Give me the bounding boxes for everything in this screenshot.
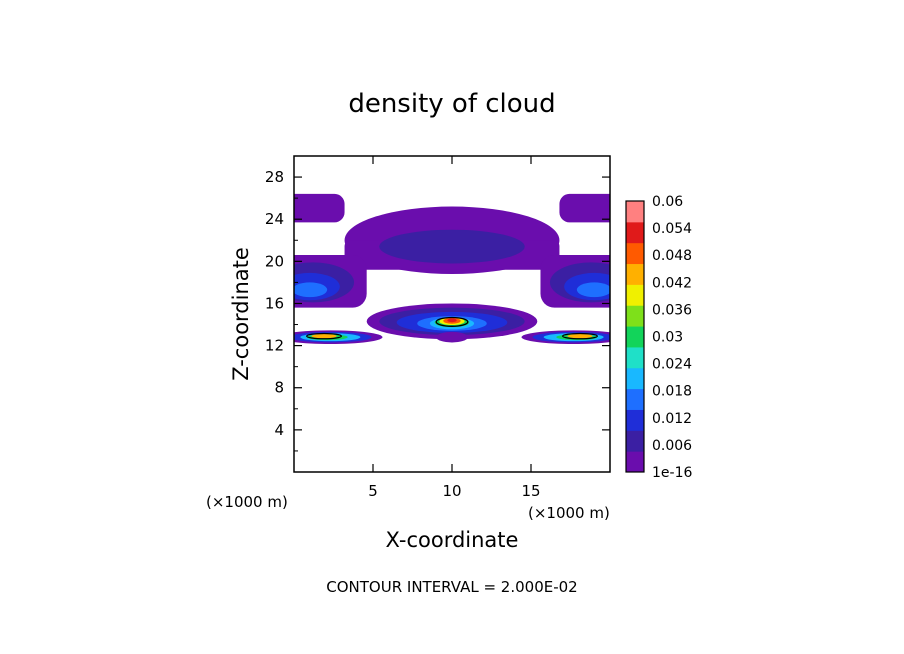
colorbar: 1e-16 0.006 0.012 0.018 0.024 0.03 0.036 0.042 0… (625, 194, 692, 481)
colorbar-swatch (626, 451, 644, 473)
left-band-l4 (294, 282, 328, 298)
y-tick-label: 20 (265, 252, 284, 270)
colorbar-label: 1e-16 (652, 465, 692, 481)
colorbar-label: 0.054 (652, 221, 692, 237)
x-unit-label-right: (×1000 m) (528, 504, 610, 522)
x-axis-label: X-coordinate (386, 528, 519, 552)
left-streak-contour-line (306, 332, 342, 340)
y-tick-label: 28 (265, 168, 284, 186)
upper-right-cap (559, 193, 610, 223)
contour-interval-label: CONTOUR INTERVAL = 2.000E-02 (326, 578, 577, 596)
right-band-l4 (576, 282, 610, 298)
x-unit-label-left: (×1000 m) (206, 493, 288, 511)
right-streak-contour-line (561, 332, 598, 340)
colorbar-label: 0.024 (652, 357, 692, 373)
right-streak-l5 (567, 334, 593, 339)
core-contour-line (435, 316, 469, 327)
y-tick-label: 4 (274, 421, 284, 439)
colorbar-swatch (626, 242, 644, 265)
colorbar-swatch (626, 388, 644, 410)
upper-dome-inner (379, 229, 525, 264)
colorbar-swatch (626, 430, 644, 452)
colorbar-swatch (626, 201, 644, 223)
x-tick-label: 15 (521, 482, 540, 500)
colorbar-swatch (626, 409, 644, 431)
colorbar-swatch (626, 221, 644, 244)
y-axis: 4 8 12 16 20 24 28 (265, 168, 610, 452)
colorbar-swatch (626, 326, 644, 348)
colorbar-swatch (626, 305, 644, 327)
colorbar-frame (625, 200, 645, 473)
colorbar-swatch (626, 263, 644, 285)
colorbar-label: 0.006 (652, 438, 692, 454)
left-streak-l5 (311, 334, 337, 339)
colorbar-label: 0.036 (652, 302, 692, 318)
colorbar-swatch (626, 346, 644, 369)
x-axis: 5 10 15 (368, 156, 541, 500)
y-tick-label: 16 (265, 294, 284, 312)
chart-title: density of cloud (348, 89, 555, 119)
colorbar-label: 0.03 (652, 330, 683, 346)
y-tick-label: 24 (265, 210, 284, 228)
colorbar-label: 0.06 (652, 194, 683, 210)
core-level-8 (447, 318, 457, 323)
colorbar-label: 0.012 (652, 411, 692, 427)
x-tick-label: 5 (368, 482, 378, 500)
colorbar-label: 0.042 (652, 275, 692, 291)
y-tick-label: 8 (274, 379, 284, 397)
upper-left-cap (294, 193, 345, 223)
colorbar-swatch (626, 367, 644, 390)
y-axis-label: Z-coordinate (229, 247, 253, 381)
colorbar-label: 0.048 (652, 248, 692, 264)
y-tick-label: 12 (265, 337, 284, 355)
colorbar-swatch (626, 284, 644, 306)
plot-area (294, 193, 610, 345)
x-tick-label: 10 (442, 482, 461, 500)
core-tail (436, 331, 468, 343)
colorbar-label: 0.018 (652, 384, 692, 400)
